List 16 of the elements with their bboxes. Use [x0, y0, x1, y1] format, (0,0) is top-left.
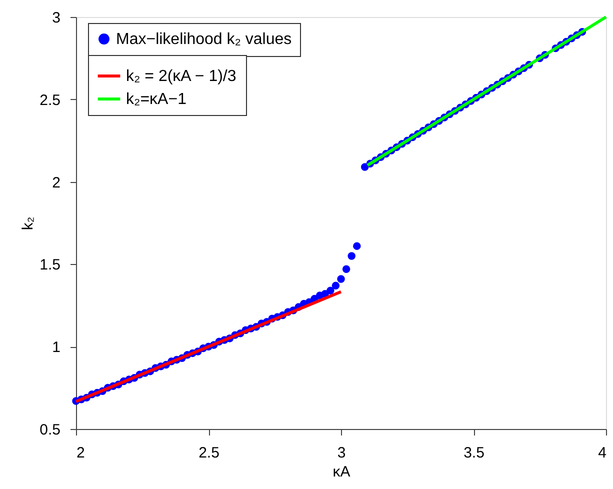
x-axis-title: κA	[332, 464, 350, 480]
y-tick-label: 2.5	[40, 92, 60, 109]
y-tick-label: 3	[52, 10, 60, 26]
x-tick-label: 3	[337, 444, 346, 462]
y-tick-label: 2	[52, 174, 60, 192]
x-tick-label: 3.5	[464, 444, 484, 462]
legend-label: Max−likelihood k₂ values	[116, 31, 292, 48]
y-tick-label: 1.5	[40, 256, 60, 274]
y-axis-title: k₂	[20, 216, 37, 230]
x-tick-label: 2	[76, 444, 85, 462]
y-tick-label: 0.5	[40, 422, 60, 438]
x-tick-label: 4	[598, 444, 606, 462]
legend-label: k₂=κA−1	[126, 91, 187, 108]
y-tick-label: 1	[52, 339, 60, 356]
x-tick-label: 2.5	[198, 444, 220, 462]
legend-label: k₂ = 2(κA − 1)/3	[126, 68, 236, 85]
